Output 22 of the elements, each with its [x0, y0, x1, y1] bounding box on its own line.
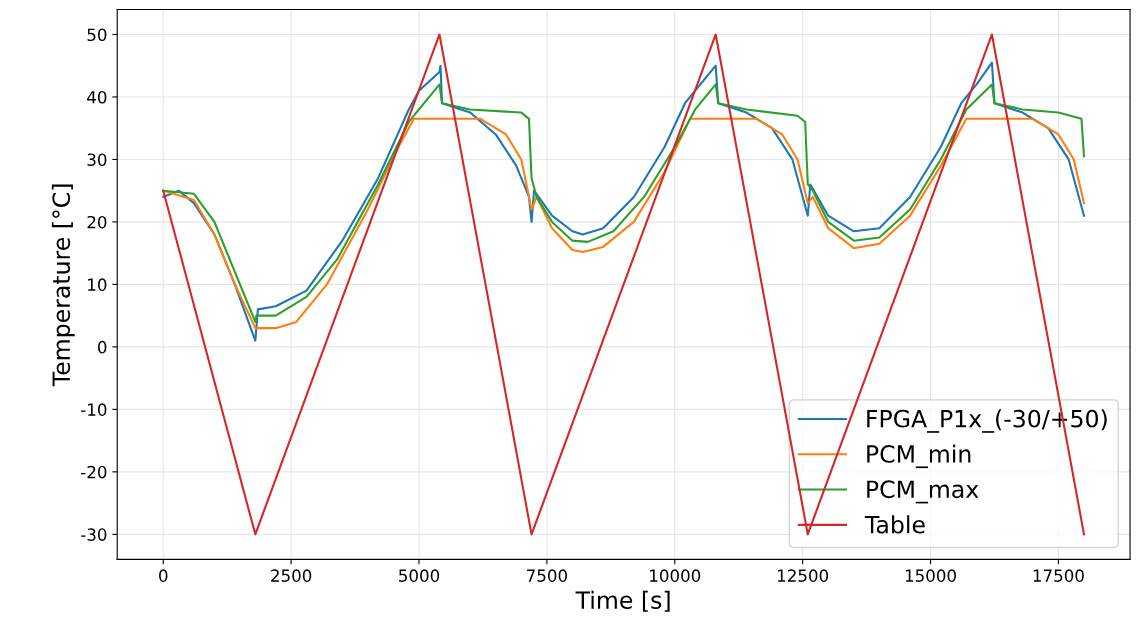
y-tick-label: -20 [81, 465, 107, 479]
x-tick-label: 17500 [1033, 569, 1084, 582]
y-tick-label: 0 [97, 340, 107, 354]
legend-label: PCM_max [867, 480, 979, 504]
y-axis-title: Temperature [°C] [51, 184, 75, 387]
x-tick-label: 15000 [905, 569, 956, 582]
legend-label: PCM_min [867, 444, 971, 469]
y-tick-label: -30 [81, 528, 107, 541]
x-tick-label: 12500 [777, 569, 829, 582]
x-tick-label: 7500 [527, 569, 567, 582]
x-tick-label: 5000 [399, 569, 440, 582]
x-tick-label: 10000 [650, 569, 701, 582]
y-tick-label: 30 [87, 153, 107, 167]
x-tick-label: 2500 [271, 569, 312, 582]
y-tick-label: -10 [81, 403, 107, 416]
y-tick-label: 50 [87, 28, 107, 42]
y-tick-label: 20 [87, 215, 107, 229]
y-tick-label: 40 [87, 90, 107, 104]
x-axis-title: Time [s] [575, 590, 670, 612]
x-tick-label: 0 [159, 569, 168, 582]
y-tick-label: 10 [88, 278, 107, 291]
legend-label: Table [864, 515, 925, 534]
